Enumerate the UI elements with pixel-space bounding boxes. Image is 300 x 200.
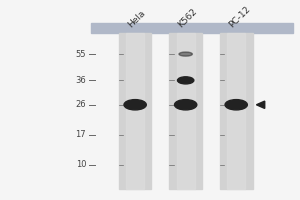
Bar [91, 23, 293, 33]
Bar [177, 33, 195, 189]
Text: 26: 26 [76, 100, 86, 109]
Text: K562: K562 [176, 7, 199, 30]
Ellipse shape [178, 77, 194, 84]
Ellipse shape [225, 100, 247, 110]
Bar [220, 33, 253, 189]
Text: PC-12: PC-12 [227, 5, 252, 30]
Ellipse shape [124, 100, 146, 110]
Bar [227, 33, 245, 189]
Text: 36: 36 [75, 76, 86, 85]
Text: 17: 17 [76, 130, 86, 139]
Bar [126, 33, 144, 189]
Text: Hela: Hela [126, 9, 147, 30]
Polygon shape [256, 101, 265, 108]
Ellipse shape [175, 100, 197, 110]
Text: 55: 55 [76, 50, 86, 59]
Bar [119, 33, 152, 189]
Bar [169, 33, 202, 189]
Ellipse shape [179, 52, 192, 56]
Text: 10: 10 [76, 160, 86, 169]
